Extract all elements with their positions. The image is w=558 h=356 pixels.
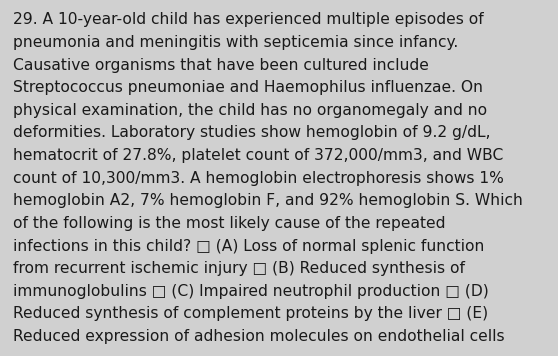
Text: Reduced expression of adhesion molecules on endothelial cells: Reduced expression of adhesion molecules… bbox=[13, 329, 505, 344]
Text: physical examination, the child has no organomegaly and no: physical examination, the child has no o… bbox=[13, 103, 487, 118]
Text: count of 10,300/mm3. A hemoglobin electrophoresis shows 1%: count of 10,300/mm3. A hemoglobin electr… bbox=[13, 171, 504, 186]
Text: pneumonia and meningitis with septicemia since infancy.: pneumonia and meningitis with septicemia… bbox=[13, 35, 458, 50]
Text: of the following is the most likely cause of the repeated: of the following is the most likely caus… bbox=[13, 216, 446, 231]
Text: hemoglobin A2, 7% hemoglobin F, and 92% hemoglobin S. Which: hemoglobin A2, 7% hemoglobin F, and 92% … bbox=[13, 193, 523, 208]
Text: immunoglobulins □ (C) Impaired neutrophil production □ (D): immunoglobulins □ (C) Impaired neutrophi… bbox=[13, 284, 489, 299]
Text: Streptococcus pneumoniae and Haemophilus influenzae. On: Streptococcus pneumoniae and Haemophilus… bbox=[13, 80, 483, 95]
Text: infections in this child? □ (A) Loss of normal splenic function: infections in this child? □ (A) Loss of … bbox=[13, 239, 484, 253]
Text: deformities. Laboratory studies show hemoglobin of 9.2 g/dL,: deformities. Laboratory studies show hem… bbox=[13, 126, 490, 141]
Text: Reduced synthesis of complement proteins by the liver □ (E): Reduced synthesis of complement proteins… bbox=[13, 306, 488, 321]
Text: 29. A 10-year-old child has experienced multiple episodes of: 29. A 10-year-old child has experienced … bbox=[13, 12, 484, 27]
Text: from recurrent ischemic injury □ (B) Reduced synthesis of: from recurrent ischemic injury □ (B) Red… bbox=[13, 261, 465, 276]
Text: hematocrit of 27.8%, platelet count of 372,000/mm3, and WBC: hematocrit of 27.8%, platelet count of 3… bbox=[13, 148, 503, 163]
Text: Causative organisms that have been cultured include: Causative organisms that have been cultu… bbox=[13, 58, 429, 73]
